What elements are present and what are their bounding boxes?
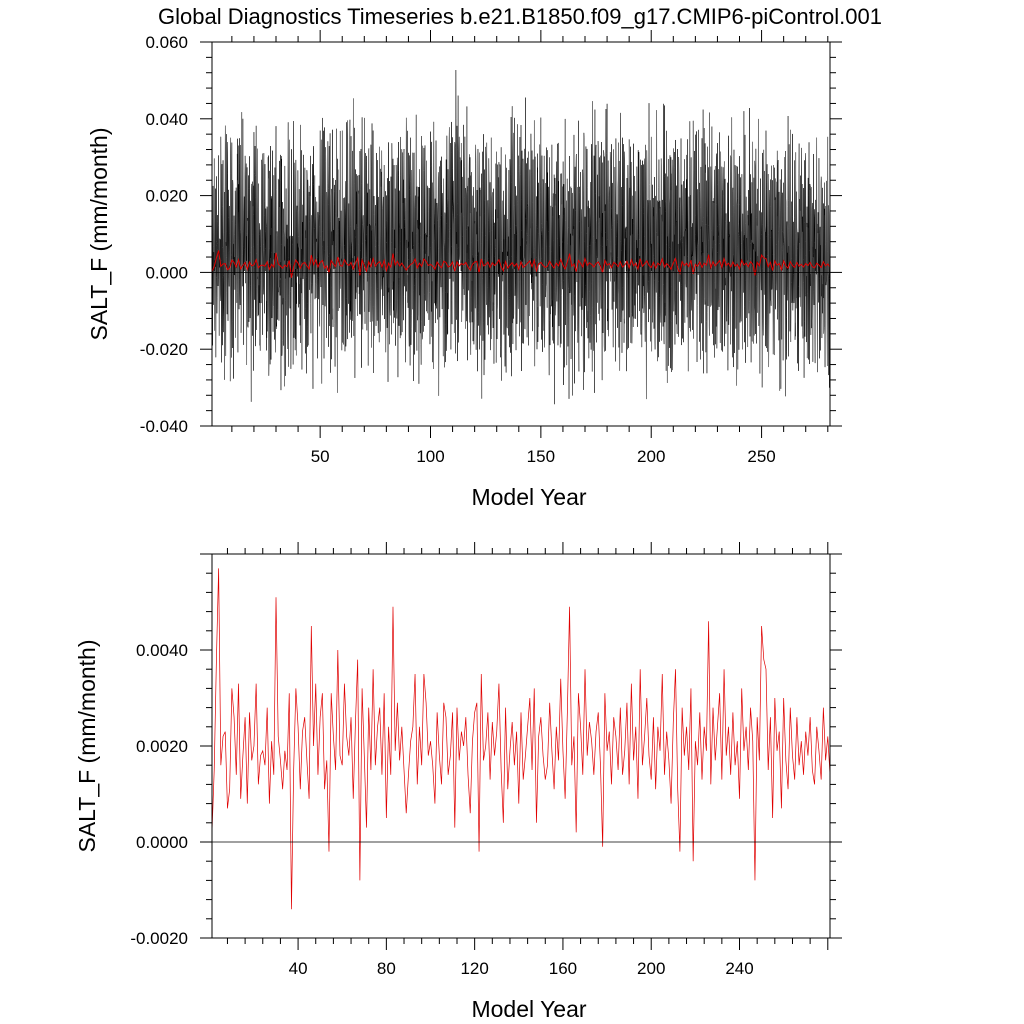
x-axis-title: Model Year xyxy=(471,996,586,1022)
x-tick-label: 200 xyxy=(637,959,665,978)
plot-area xyxy=(212,568,830,910)
y-tick-label: 0.0020 xyxy=(136,737,188,756)
x-tick-label: 120 xyxy=(460,959,488,978)
y-tick-label: 0.0040 xyxy=(136,641,188,660)
x-tick-label: 250 xyxy=(747,447,775,466)
y-tick-label: -0.0020 xyxy=(130,929,188,948)
annual-mean-series-line xyxy=(212,250,830,278)
y-axis-title: SALT_F (mm/month) xyxy=(86,128,112,341)
x-tick-label: 200 xyxy=(637,447,665,466)
y-tick-label: 0.020 xyxy=(145,187,188,206)
y-tick-label: 0.0000 xyxy=(136,833,188,852)
y-tick-label: -0.040 xyxy=(140,417,188,436)
bottom-timeseries-panel: 40 80 120 160 200 240 -0.0020 0.0000 0.0020 0.004… xyxy=(74,542,842,1022)
x-tick-label: 160 xyxy=(549,959,577,978)
x-tick-label: 80 xyxy=(377,959,396,978)
x-tick-label: 50 xyxy=(311,447,330,466)
x-tick-label: 240 xyxy=(725,959,753,978)
plot-area xyxy=(212,70,830,405)
chart-title: Global Diagnostics Timeseries b.e21.B185… xyxy=(158,4,882,29)
y-tick-label: -0.020 xyxy=(140,340,188,359)
x-tick-label: 40 xyxy=(289,959,308,978)
x-tick-label: 100 xyxy=(416,447,444,466)
monthly-series-line xyxy=(212,70,830,405)
top-timeseries-panel: 50 100 150 200 250 -0.040 -0.020 0.000 0.020 0.04… xyxy=(86,30,842,510)
x-axis-title: Model Year xyxy=(471,484,586,510)
y-tick-label: 0.000 xyxy=(145,263,188,282)
y-axis-title: SALT_F (mm/month) xyxy=(74,640,100,853)
y-tick-label: 0.040 xyxy=(145,110,188,129)
plot-frame xyxy=(211,41,831,427)
annual-mean-series-line xyxy=(212,568,830,910)
x-tick-label: 150 xyxy=(527,447,555,466)
y-tick-label: 0.060 xyxy=(145,33,188,52)
